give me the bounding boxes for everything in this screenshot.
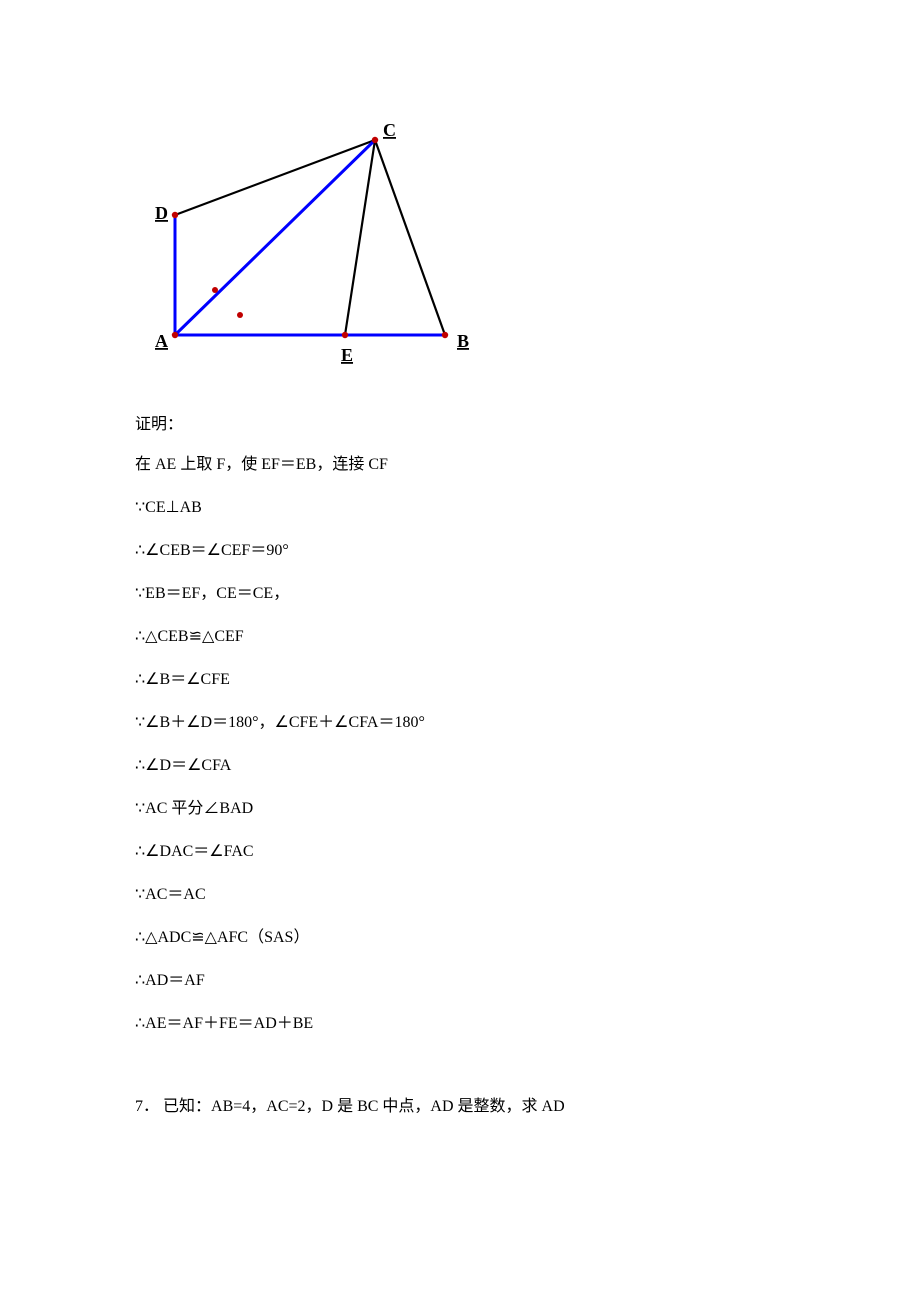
svg-text:C: C xyxy=(383,120,396,140)
question-7: 7． 已知：AB=4，AC=2，D 是 BC 中点，AD 是整数，求 AD xyxy=(135,1095,785,1119)
proof-line: ∵AC＝AC xyxy=(135,883,785,907)
proof-line: ∵AC 平分∠BAD xyxy=(135,797,785,821)
svg-text:D: D xyxy=(155,203,168,223)
spacer xyxy=(135,1055,785,1095)
geometry-diagram: A B C D E xyxy=(135,110,485,370)
proof-line: ∵EB＝EF，CE＝CE， xyxy=(135,582,785,606)
proof-line: ∴△ADC≌△AFC（SAS） xyxy=(135,926,785,950)
question-text: 已知：AB=4，AC=2，D 是 BC 中点，AD 是整数，求 AD xyxy=(163,1098,565,1115)
proof-line: ∴AE＝AF＋FE＝AD＋BE xyxy=(135,1012,785,1036)
proof-line: ∴AD＝AF xyxy=(135,969,785,993)
proof-line: ∴∠B＝∠CFE xyxy=(135,668,785,692)
question-number: 7． xyxy=(135,1098,159,1115)
proof-line: ∵CE⊥AB xyxy=(135,496,785,520)
proof-line: ∴∠DAC＝∠FAC xyxy=(135,840,785,864)
proof-line: 在 AE 上取 F，使 EF＝EB，连接 CF xyxy=(135,453,785,477)
svg-text:A: A xyxy=(155,331,168,351)
svg-text:B: B xyxy=(457,331,469,351)
proof-line: ∴∠CEB＝∠CEF＝90° xyxy=(135,539,785,563)
proof-line: ∴∠D＝∠CFA xyxy=(135,754,785,778)
proof-title: 证明： xyxy=(135,410,785,434)
proof-content: 证明： 在 AE 上取 F，使 EF＝EB，连接 CF ∵CE⊥AB ∴∠CEB＝∠… xyxy=(135,410,785,1119)
diagram-svg: A B C D E xyxy=(135,110,485,370)
proof-lines-container: 在 AE 上取 F，使 EF＝EB，连接 CF ∵CE⊥AB ∴∠CEB＝∠CEF＝… xyxy=(135,453,785,1036)
svg-text:E: E xyxy=(341,345,353,365)
proof-line: ∵∠B＋∠D＝180°，∠CFE＋∠CFA＝180° xyxy=(135,711,785,735)
proof-line: ∴△CEB≌△CEF xyxy=(135,625,785,649)
